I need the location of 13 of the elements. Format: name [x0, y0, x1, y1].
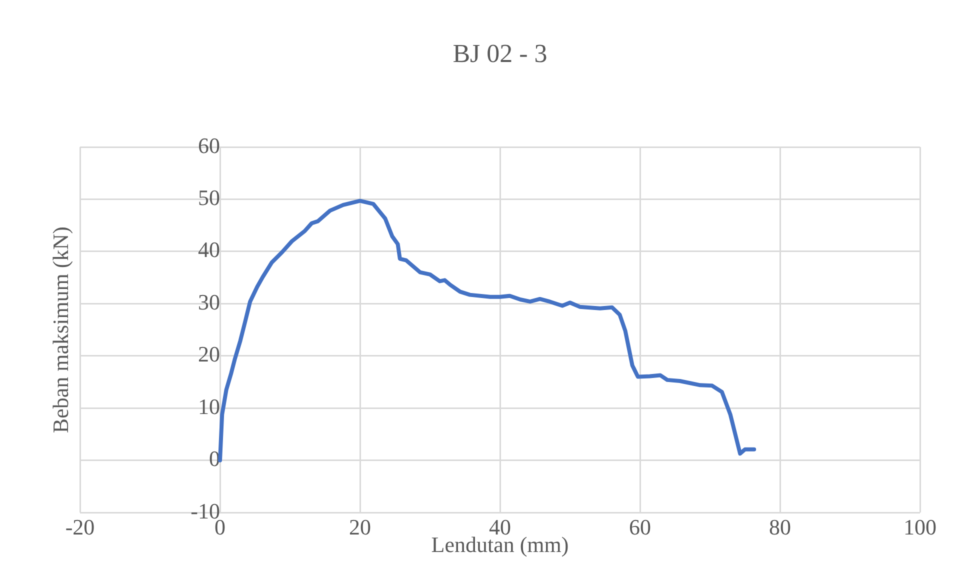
y-tick-label: 60: [198, 132, 220, 158]
y-tick-label: 40: [198, 237, 220, 262]
x-tick-label: -20: [65, 514, 95, 540]
x-tick-label: 60: [629, 514, 651, 540]
chart-title: BJ 02 - 3: [452, 38, 548, 68]
y-tick-label: 10: [198, 394, 220, 419]
x-tick-label: 100: [904, 514, 936, 540]
x-tick-label: 20: [349, 514, 371, 540]
y-tick-label: 50: [198, 185, 220, 210]
x-tick-label: 80: [769, 514, 791, 540]
y-tick-label: 30: [198, 289, 220, 314]
y-axis-title: Beban maksimum (kN): [48, 226, 73, 434]
y-tick-label: 20: [198, 342, 220, 367]
